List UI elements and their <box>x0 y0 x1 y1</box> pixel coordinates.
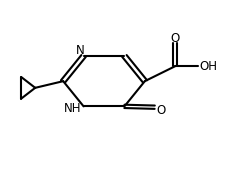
Text: O: O <box>171 32 180 45</box>
Text: O: O <box>156 104 165 117</box>
Text: OH: OH <box>199 60 217 73</box>
Text: N: N <box>76 44 84 57</box>
Text: NH: NH <box>64 102 82 115</box>
